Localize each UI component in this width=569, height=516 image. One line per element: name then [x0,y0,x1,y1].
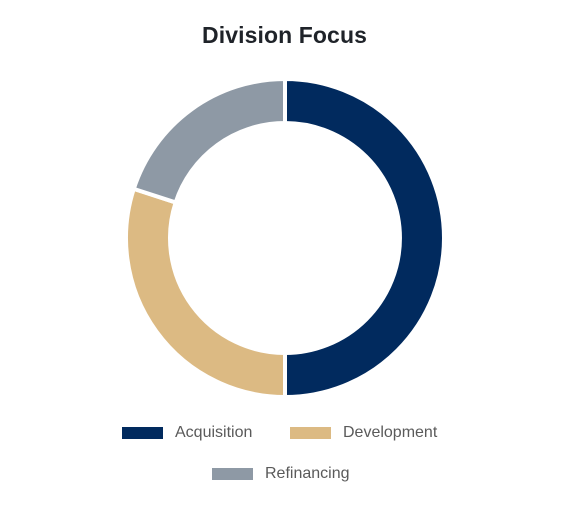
donut-slice-development[interactable] [124,186,287,400]
legend-swatch-acquisition [122,427,163,439]
legend-label-acquisition: Acquisition [175,424,253,441]
legend-label-development: Development [343,424,438,441]
donut-slice-refinancing[interactable] [131,76,287,205]
legend-swatch-development [290,427,331,439]
legend-item-refinancing[interactable]: Refinancing [212,464,350,484]
legend-item-acquisition[interactable]: Acquisition [122,423,252,443]
donut-slice-acquisition[interactable] [283,76,446,400]
chart-title: Division Focus [202,22,367,48]
legend-swatch-refinancing [212,468,253,480]
legend-item-development[interactable]: Development [290,423,437,443]
legend-label-refinancing: Refinancing [265,465,350,482]
